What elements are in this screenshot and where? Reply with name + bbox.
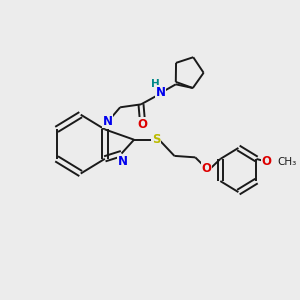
Text: CH₃: CH₃ xyxy=(278,157,297,167)
Text: N: N xyxy=(103,115,112,128)
Text: O: O xyxy=(201,162,212,175)
Text: N: N xyxy=(155,86,166,99)
Text: O: O xyxy=(261,155,271,168)
Text: H: H xyxy=(151,79,160,89)
Text: N: N xyxy=(118,155,128,168)
Text: S: S xyxy=(152,133,160,146)
Text: O: O xyxy=(137,118,147,130)
